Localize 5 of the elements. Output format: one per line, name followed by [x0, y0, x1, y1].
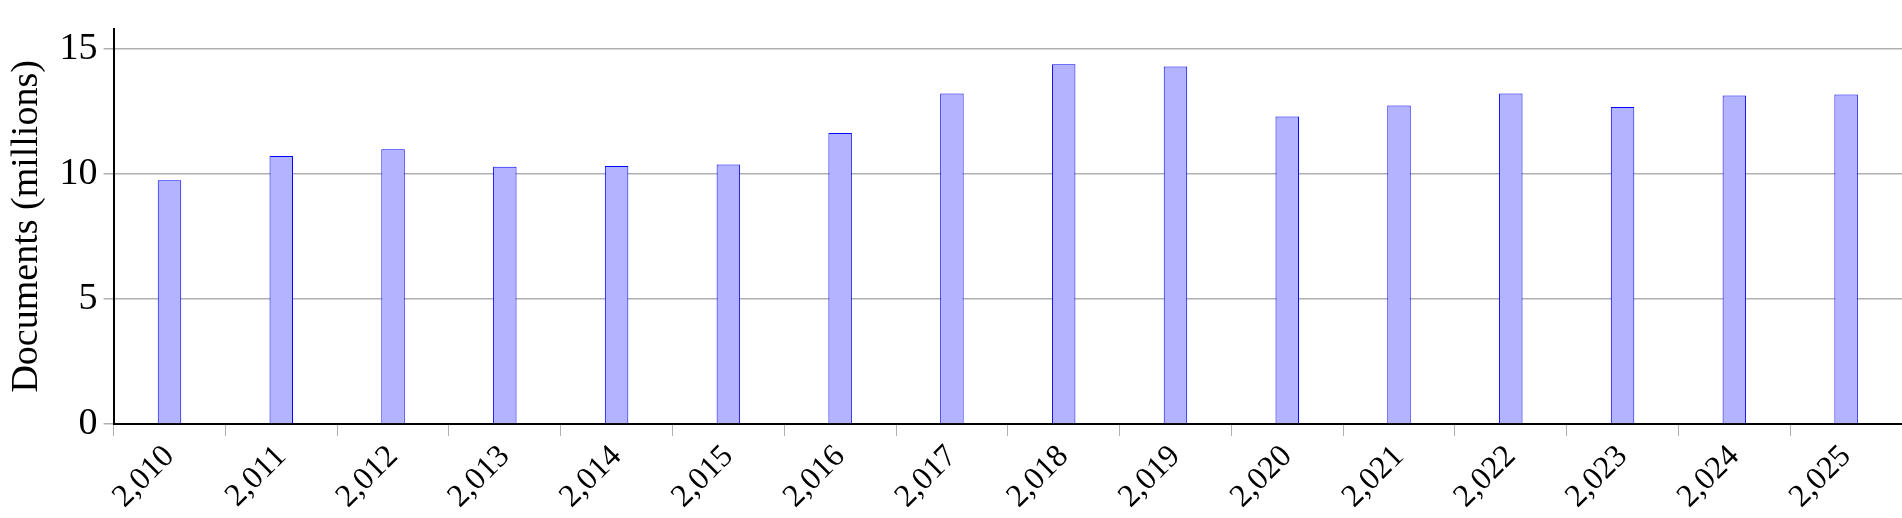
y-tick-label: 10	[59, 149, 98, 192]
y-tick-label: 0	[78, 399, 98, 442]
y-axis-title: Documents (millions)	[2, 60, 46, 393]
y-tick-label: 15	[59, 24, 98, 67]
y-tick-label: 5	[78, 274, 98, 317]
